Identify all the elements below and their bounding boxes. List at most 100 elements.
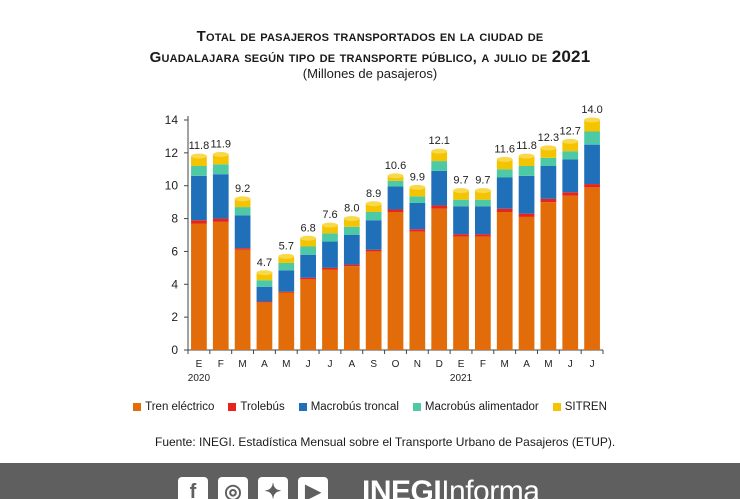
youtube-icon[interactable]: ▶ (298, 477, 328, 499)
bar-segment-tren-el-ctrico (256, 302, 273, 350)
bar-segment-macrob-s-alimentador (212, 164, 229, 175)
legend-item: Trolebús (228, 401, 285, 413)
bar-segment-sitren (518, 156, 535, 166)
data-label: 4.7 (257, 257, 272, 269)
bar-segment-macrob-s-alimentador (191, 166, 207, 176)
legend-swatch (552, 403, 561, 411)
bar-segment-tren-el-ctrico (584, 187, 600, 350)
bar-segment-macrob-s-troncal (191, 175, 207, 221)
bar-segment-tren-el-ctrico (191, 223, 207, 350)
x-tick-label: F (480, 359, 486, 370)
bar-segment-troleb-s (475, 234, 491, 237)
bar-segment-tren-el-ctrico (343, 266, 360, 350)
x-tick-label: A (261, 359, 268, 370)
x-tick-label: M (282, 359, 290, 370)
bar-cap (540, 145, 557, 151)
bar-segment-macrob-s-alimentador (256, 280, 273, 287)
bar-segment-macrob-s-alimentador (540, 157, 557, 166)
data-label: 9.9 (410, 171, 425, 183)
bar-segment-tren-el-ctrico (365, 251, 382, 350)
bar-segment-macrob-s-troncal (518, 175, 535, 214)
bar-segment-tren-el-ctrico (562, 195, 579, 350)
instagram-icon[interactable]: ◎ (218, 477, 248, 499)
data-label: 9.7 (475, 175, 490, 187)
legend-item: Macrobús alimentador (412, 401, 539, 413)
bar-cap (343, 216, 360, 222)
bar-segment-tren-el-ctrico (431, 208, 448, 350)
source-note: Fuente: INEGI. Estadística Mensual sobre… (155, 435, 616, 449)
bar-cap (453, 188, 469, 194)
bar-segment-macrob-s-alimentador (322, 233, 338, 242)
legend-label: Macrobús troncal (310, 401, 399, 413)
bar-segment-macrob-s-troncal (343, 235, 360, 265)
data-label: 11.6 (494, 143, 515, 155)
bar-segment-sitren (540, 147, 557, 158)
bar-cap (496, 156, 513, 162)
title-line-2: Guadalajara según tipo de transporte púb… (0, 47, 740, 68)
x-tick-label: O (392, 359, 400, 370)
facebook-icon[interactable]: f (178, 477, 208, 499)
bar-segment-macrob-s-troncal (212, 174, 229, 219)
bar-segment-tren-el-ctrico (300, 279, 316, 350)
legend-swatch (228, 403, 237, 411)
bar-segment-macrob-s-alimentador (431, 161, 448, 171)
bar-segment-tren-el-ctrico (453, 236, 469, 350)
x-tick-label: J (327, 359, 332, 370)
title-line-2-text: Guadalajara según tipo de transporte púb… (149, 49, 548, 66)
bar-segment-troleb-s (212, 218, 229, 222)
legend-item: SITREN (552, 401, 607, 413)
bar-segment-sitren (212, 154, 229, 165)
x-tick-label: A (348, 359, 355, 370)
bar-segment-sitren (278, 256, 295, 263)
bar-segment-sitren (431, 151, 448, 162)
data-label: 12.7 (560, 125, 581, 137)
bar-cap (365, 201, 382, 207)
bar-segment-tren-el-ctrico (475, 236, 491, 350)
bar-segment-sitren (191, 156, 207, 166)
x-tick-label: S (370, 359, 377, 370)
year-label: 2020 (188, 373, 211, 384)
data-label: 9.2 (235, 183, 250, 195)
bar-cap (409, 184, 426, 190)
bar-segment-macrob-s-alimentador (300, 246, 316, 255)
bar-segment-troleb-s (562, 192, 579, 196)
bar-segment-troleb-s (496, 208, 513, 212)
x-tick-label: N (414, 359, 421, 370)
legend-label: Macrobús alimentador (424, 401, 539, 413)
data-label: 10.6 (385, 160, 406, 172)
bar-segment-tren-el-ctrico (278, 292, 295, 350)
bar-segment-sitren (343, 218, 360, 227)
bar-segment-macrob-s-troncal (496, 177, 513, 209)
chart-legend: Tren eléctrico Trolebús Macrobús troncal Ma… (0, 401, 740, 413)
bar-segment-sitren (322, 225, 338, 234)
bar-cap (212, 152, 229, 157)
x-tick-label: D (436, 359, 443, 370)
bar-segment-sitren (409, 187, 426, 197)
bar-cap (584, 117, 600, 123)
bar-segment-sitren (365, 203, 382, 212)
bar-segment-troleb-s (278, 291, 295, 293)
y-tick-label: 12 (165, 146, 179, 160)
brand-rest: Informa (441, 475, 540, 499)
legend-label: SITREN (564, 401, 607, 413)
twitter-icon[interactable]: ✦ (258, 477, 288, 499)
legend-label: Tren eléctrico (145, 401, 215, 413)
data-label: 7.6 (322, 209, 337, 221)
y-tick-label: 6 (171, 244, 178, 258)
year-label: 2021 (450, 373, 473, 384)
bar-segment-sitren (475, 190, 491, 200)
data-label: 5.7 (279, 240, 294, 252)
data-label: 12.1 (428, 135, 449, 147)
bar-segment-macrob-s-troncal (365, 220, 382, 250)
data-label: 9.7 (453, 175, 468, 187)
y-tick-label: 4 (171, 277, 178, 291)
bar-segment-troleb-s (584, 184, 600, 188)
y-tick-label: 10 (165, 179, 179, 193)
bar-segment-troleb-s (322, 267, 338, 270)
bar-segment-macrob-s-alimentador (409, 196, 426, 203)
bar-segment-macrob-s-alimentador (584, 131, 600, 145)
data-label: 6.8 (300, 222, 315, 234)
legend-item: Tren eléctrico (133, 401, 214, 413)
legend-swatch (133, 403, 142, 411)
bar-segment-tren-el-ctrico (322, 269, 338, 350)
